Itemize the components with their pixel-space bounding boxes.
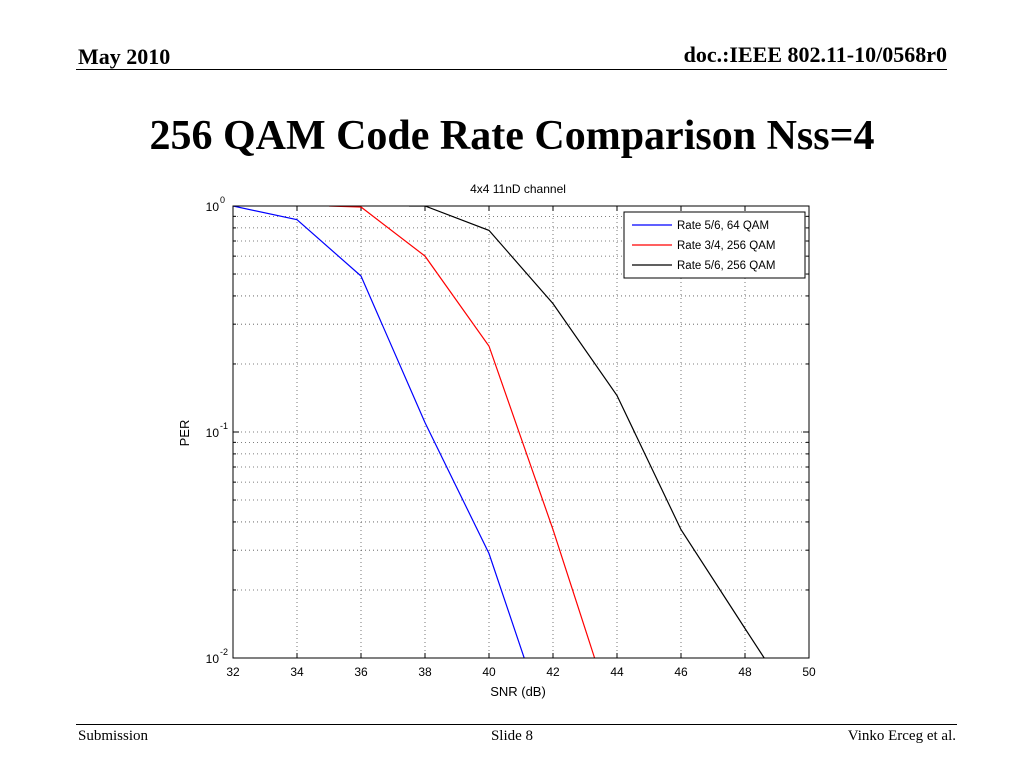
footer-slide-number: Slide 8 — [490, 728, 534, 744]
y-tick-label: 10 — [206, 200, 220, 214]
series-line-2 — [328, 206, 596, 658]
legend-entry-3: Rate 5/6, 256 QAM — [677, 260, 775, 272]
footer-author: Vinko Erceg et al. — [847, 728, 956, 744]
series-lines — [233, 206, 765, 658]
header-doc-id: doc.:IEEE 802.11-10/0568r0 — [683, 42, 947, 67]
series-line-3 — [409, 206, 765, 658]
y-tick-label: 10 — [206, 652, 220, 666]
series-line-1 — [233, 206, 525, 658]
x-tick-label: 34 — [290, 665, 304, 679]
chart-title: 4x4 11nD channel — [470, 182, 566, 196]
x-axis-label: SNR (dB) — [490, 684, 546, 699]
x-tick-label: 36 — [354, 665, 368, 679]
y-tick-exponent: -1 — [220, 421, 228, 431]
y-tick-exponent: -2 — [220, 647, 228, 657]
x-tick-label: 46 — [674, 665, 688, 679]
x-tick-label: 48 — [738, 665, 752, 679]
y-tick-label: 10 — [206, 426, 220, 440]
y-tick-exponent: 0 — [220, 195, 225, 205]
slide-title: 256 QAM Code Rate Comparison Nss=4 — [149, 113, 875, 159]
legend: Rate 5/6, 64 QAM Rate 3/4, 256 QAM Rate 5/… — [623, 211, 806, 279]
x-tick-label: 42 — [546, 665, 560, 679]
legend-entry-2: Rate 3/4, 256 QAM — [677, 240, 775, 252]
y-axis-label: PER — [177, 420, 192, 447]
plot-frame — [232, 205, 810, 659]
x-tick-label: 40 — [482, 665, 496, 679]
header-rule — [76, 69, 947, 70]
x-tick-label: 50 — [802, 665, 816, 679]
footer-rule — [76, 724, 957, 725]
x-tick-label: 32 — [226, 665, 240, 679]
x-tick-label: 44 — [610, 665, 624, 679]
x-tick-label: 38 — [418, 665, 432, 679]
footer-submission: Submission — [78, 728, 149, 744]
legend-entry-1: Rate 5/6, 64 QAM — [677, 220, 769, 232]
header-date: May 2010 — [78, 44, 171, 69]
